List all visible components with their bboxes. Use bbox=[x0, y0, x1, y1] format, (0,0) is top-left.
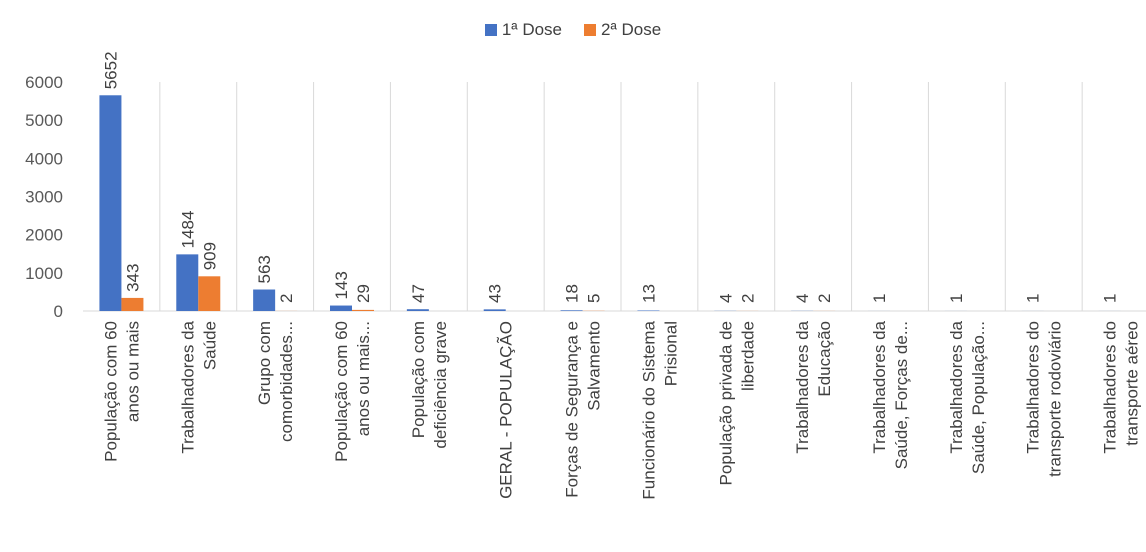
y-tick-label: 3000 bbox=[25, 188, 63, 207]
bar bbox=[483, 309, 506, 311]
category-label: Trabalhadores da bbox=[793, 320, 812, 453]
y-tick-label: 4000 bbox=[25, 149, 63, 168]
data-label: 2 bbox=[277, 294, 296, 303]
bar bbox=[99, 95, 122, 311]
data-label: 909 bbox=[200, 242, 219, 270]
category-label: Grupo com bbox=[255, 321, 274, 405]
data-label: 29 bbox=[354, 284, 373, 303]
legend-swatch-1 bbox=[484, 24, 497, 36]
category-label: anos ou mais... bbox=[354, 321, 373, 436]
data-label: 43 bbox=[486, 284, 505, 303]
data-label: 4 bbox=[793, 294, 812, 303]
category-label: População privada de bbox=[716, 321, 735, 485]
category-label: Trabalhadores do bbox=[1024, 321, 1043, 454]
data-label: 2 bbox=[815, 294, 834, 303]
category-label: comorbidades... bbox=[277, 321, 296, 442]
data-label: 563 bbox=[255, 255, 274, 283]
bar bbox=[176, 254, 199, 311]
category-label: deficiência grave bbox=[431, 321, 450, 449]
data-label: 143 bbox=[332, 271, 351, 299]
category-label: Saúde, Forças de... bbox=[892, 321, 911, 469]
category-label: Saúde bbox=[200, 321, 219, 370]
category-label: GERAL - POPULAÇÃO bbox=[497, 321, 516, 499]
data-label: 13 bbox=[639, 284, 658, 303]
y-tick-label: 5000 bbox=[25, 111, 63, 130]
category-label: Forças de Segurança e bbox=[563, 321, 582, 498]
data-label: 47 bbox=[409, 284, 428, 303]
category-label: Saúde, População... bbox=[969, 321, 988, 474]
category-label: Trabalhadores da bbox=[947, 320, 966, 453]
y-tick-label: 2000 bbox=[25, 226, 63, 245]
category-label: Educação bbox=[815, 321, 834, 397]
data-label: 1 bbox=[870, 294, 889, 303]
data-label: 1 bbox=[1101, 294, 1120, 303]
legend-swatch-2 bbox=[584, 24, 596, 36]
y-tick-label: 0 bbox=[54, 302, 63, 321]
bar bbox=[198, 276, 221, 311]
bar bbox=[352, 309, 374, 311]
category-label: População com bbox=[409, 321, 428, 438]
category-label: Trabalhadores da bbox=[178, 320, 197, 453]
data-label: 1484 bbox=[178, 211, 197, 249]
bar bbox=[406, 309, 429, 311]
y-tick-label: 1000 bbox=[25, 264, 63, 283]
data-label: 343 bbox=[123, 264, 142, 292]
legend-item-2: 2ª Dose bbox=[584, 20, 661, 40]
category-label: transporte rodoviário bbox=[1046, 321, 1065, 477]
data-label: 5652 bbox=[101, 51, 120, 89]
data-label: 1 bbox=[1024, 294, 1043, 303]
category-label: liberdade bbox=[738, 321, 757, 391]
bar bbox=[330, 305, 352, 311]
data-label: 2 bbox=[738, 294, 757, 303]
data-label: 1 bbox=[947, 294, 966, 303]
legend-label-1: 1ª Dose bbox=[501, 20, 562, 39]
data-label: 5 bbox=[585, 294, 604, 303]
category-label: anos ou mais bbox=[123, 321, 142, 422]
category-label: Prisional bbox=[661, 321, 680, 386]
category-label: Trabalhadores da bbox=[870, 320, 889, 453]
data-label: 18 bbox=[563, 284, 582, 303]
category-label: Funcionário do Sistema bbox=[639, 320, 658, 499]
bar bbox=[560, 310, 583, 311]
legend-label-2: 2ª Dose bbox=[601, 20, 662, 39]
bar bbox=[253, 289, 276, 311]
data-label: 4 bbox=[716, 294, 735, 303]
category-label: transporte aéreo bbox=[1123, 321, 1142, 446]
category-label: População com 60 bbox=[332, 321, 351, 462]
legend: 1ª Dose 2ª Dose bbox=[0, 20, 1146, 40]
category-label: Trabalhadores do bbox=[1101, 321, 1120, 454]
category-label: População com 60 bbox=[101, 321, 120, 462]
legend-item-1: 1ª Dose bbox=[484, 20, 562, 40]
category-label: Salvamento bbox=[585, 321, 604, 411]
bar bbox=[121, 297, 144, 311]
y-tick-label: 6000 bbox=[25, 73, 63, 92]
